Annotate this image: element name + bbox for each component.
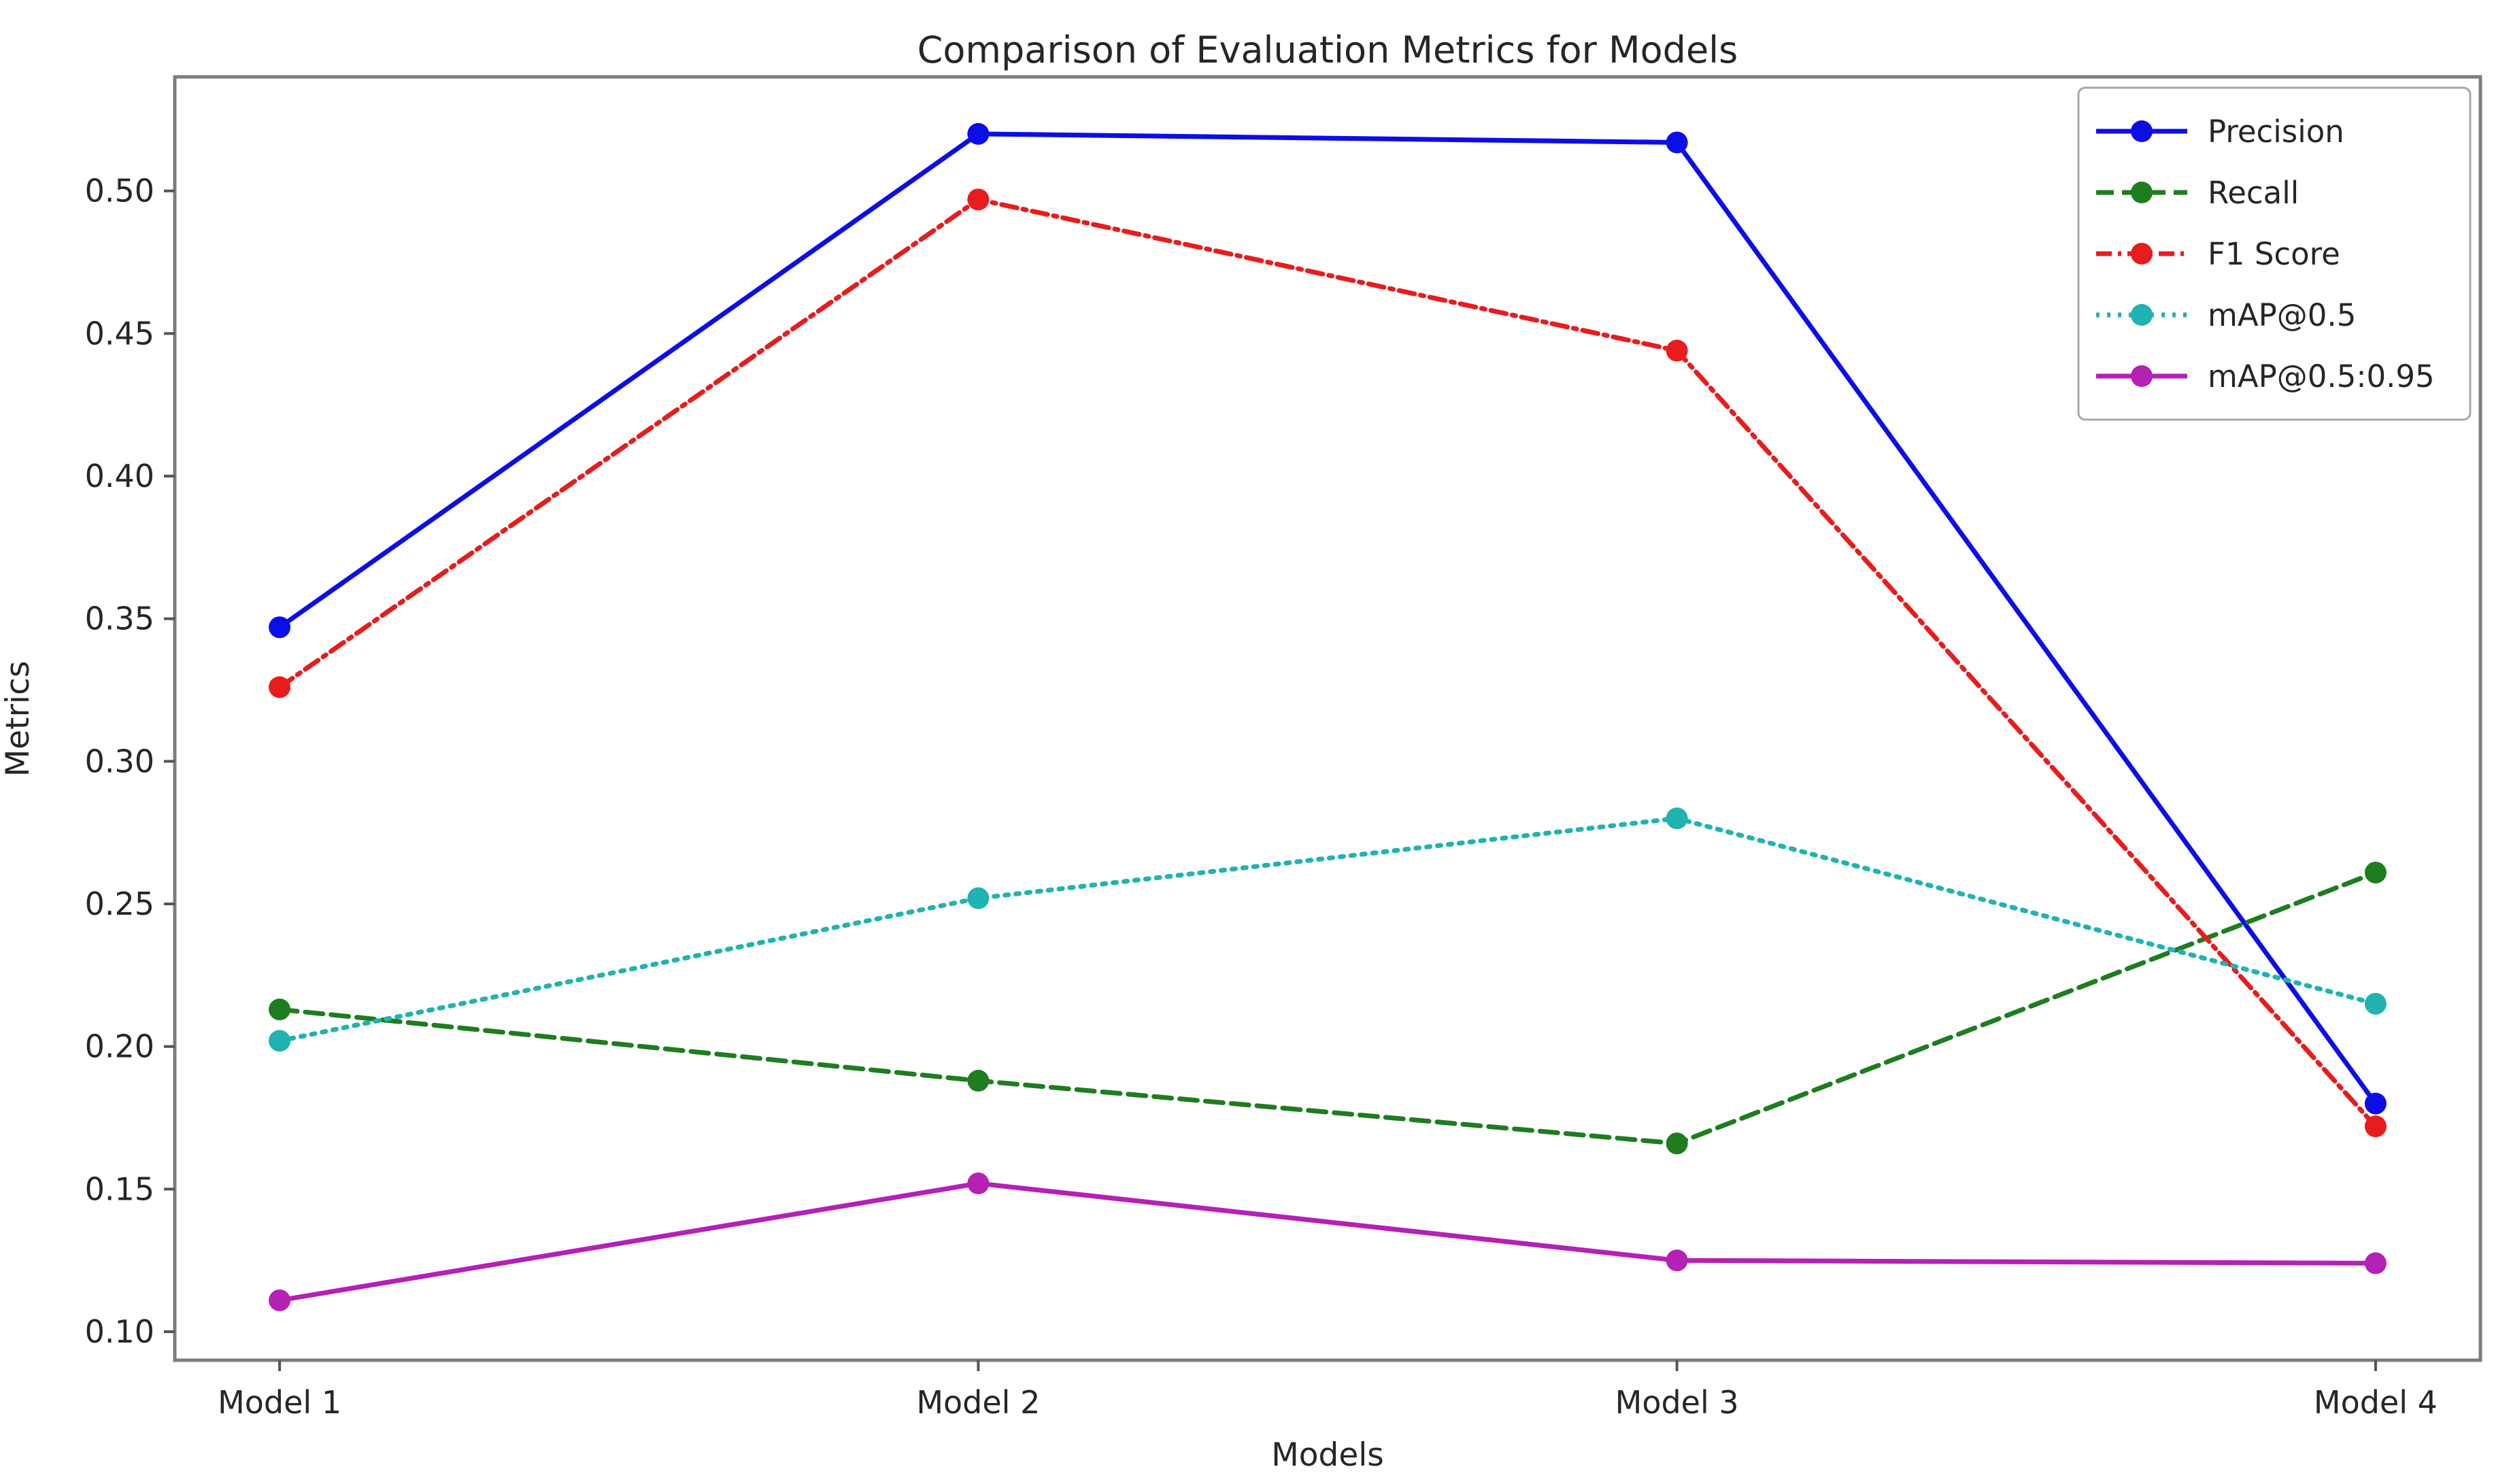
legend-label: Recall <box>2208 175 2299 211</box>
y-tick-label: 0.25 <box>85 886 154 922</box>
x-axis-label: Models <box>1271 1436 1384 1474</box>
data-point-marker <box>2364 1252 2387 1275</box>
chart-title: Comparison of Evaluation Metrics for Mod… <box>917 29 1738 71</box>
series-line <box>277 870 2378 1146</box>
data-point-marker <box>1666 339 1688 362</box>
series-f1-score <box>269 188 2387 1138</box>
data-point-marker <box>1666 1132 1688 1155</box>
x-tick-label: Model 4 <box>2314 1384 2438 1421</box>
y-tick-label: 0.30 <box>85 743 154 779</box>
data-point-marker <box>1666 807 1688 830</box>
legend-sample-marker <box>2131 243 2153 265</box>
legend-sample-marker <box>2131 304 2153 326</box>
y-tick-label: 0.45 <box>85 315 154 352</box>
legend-item: Precision <box>2096 114 2344 150</box>
legend-sample-marker <box>2131 120 2153 142</box>
data-point-marker <box>2364 1115 2387 1138</box>
data-point-marker <box>269 1030 291 1052</box>
legend-label: mAP@0.5:0.95 <box>2208 358 2435 394</box>
data-point-marker <box>967 1173 990 1195</box>
series-line <box>277 197 2378 1129</box>
data-point-marker <box>269 998 291 1021</box>
data-point-marker <box>967 188 990 211</box>
data-point-marker <box>967 887 990 909</box>
y-tick-label: 0.15 <box>85 1170 154 1207</box>
series-recall <box>269 861 2387 1155</box>
legend-box <box>2077 86 2472 421</box>
legend-item: mAP@0.5 <box>2096 297 2356 333</box>
y-tick-label: 0.10 <box>85 1313 154 1350</box>
series-line <box>277 815 2378 1043</box>
data-point-marker <box>2364 1092 2387 1115</box>
data-point-marker <box>269 616 291 639</box>
legend-label: F1 Score <box>2208 236 2340 272</box>
data-point-marker <box>967 122 990 145</box>
data-point-marker <box>269 676 291 698</box>
y-axis-label: Metrics <box>0 661 37 777</box>
legend-label: Precision <box>2208 114 2344 150</box>
data-point-marker <box>2364 861 2387 883</box>
x-tick-label: Model 1 <box>218 1384 341 1421</box>
x-tick-label: Model 2 <box>916 1384 1040 1421</box>
legend-sample-marker <box>2131 182 2153 203</box>
x-tick-label: Model 3 <box>1615 1384 1739 1421</box>
legend-label: mAP@0.5 <box>2208 297 2356 333</box>
y-tick-label: 0.40 <box>85 458 154 494</box>
series-precision <box>269 122 2387 1115</box>
legend: Precision Recall F1 Score mAP@0.5 mAP@0.5:0.… <box>2077 86 2472 421</box>
data-point-marker <box>1666 1249 1688 1272</box>
series-line <box>277 131 2378 1107</box>
legend-sample-marker <box>2131 365 2153 387</box>
y-tick-label: 0.50 <box>85 173 154 209</box>
series-map-0-5 <box>269 807 2387 1052</box>
data-point-marker <box>1666 131 1688 154</box>
legend-item: Recall <box>2096 175 2299 211</box>
data-point-marker <box>2364 992 2387 1015</box>
data-point-marker <box>967 1070 990 1092</box>
y-tick-label: 0.35 <box>85 601 154 637</box>
legend-item: mAP@0.5:0.95 <box>2096 358 2435 394</box>
y-tick-label: 0.20 <box>85 1028 154 1065</box>
data-point-marker <box>269 1289 291 1311</box>
series-map-0-5-0-95 <box>269 1173 2387 1311</box>
series-line <box>277 1181 2378 1303</box>
legend-item: F1 Score <box>2096 236 2340 272</box>
